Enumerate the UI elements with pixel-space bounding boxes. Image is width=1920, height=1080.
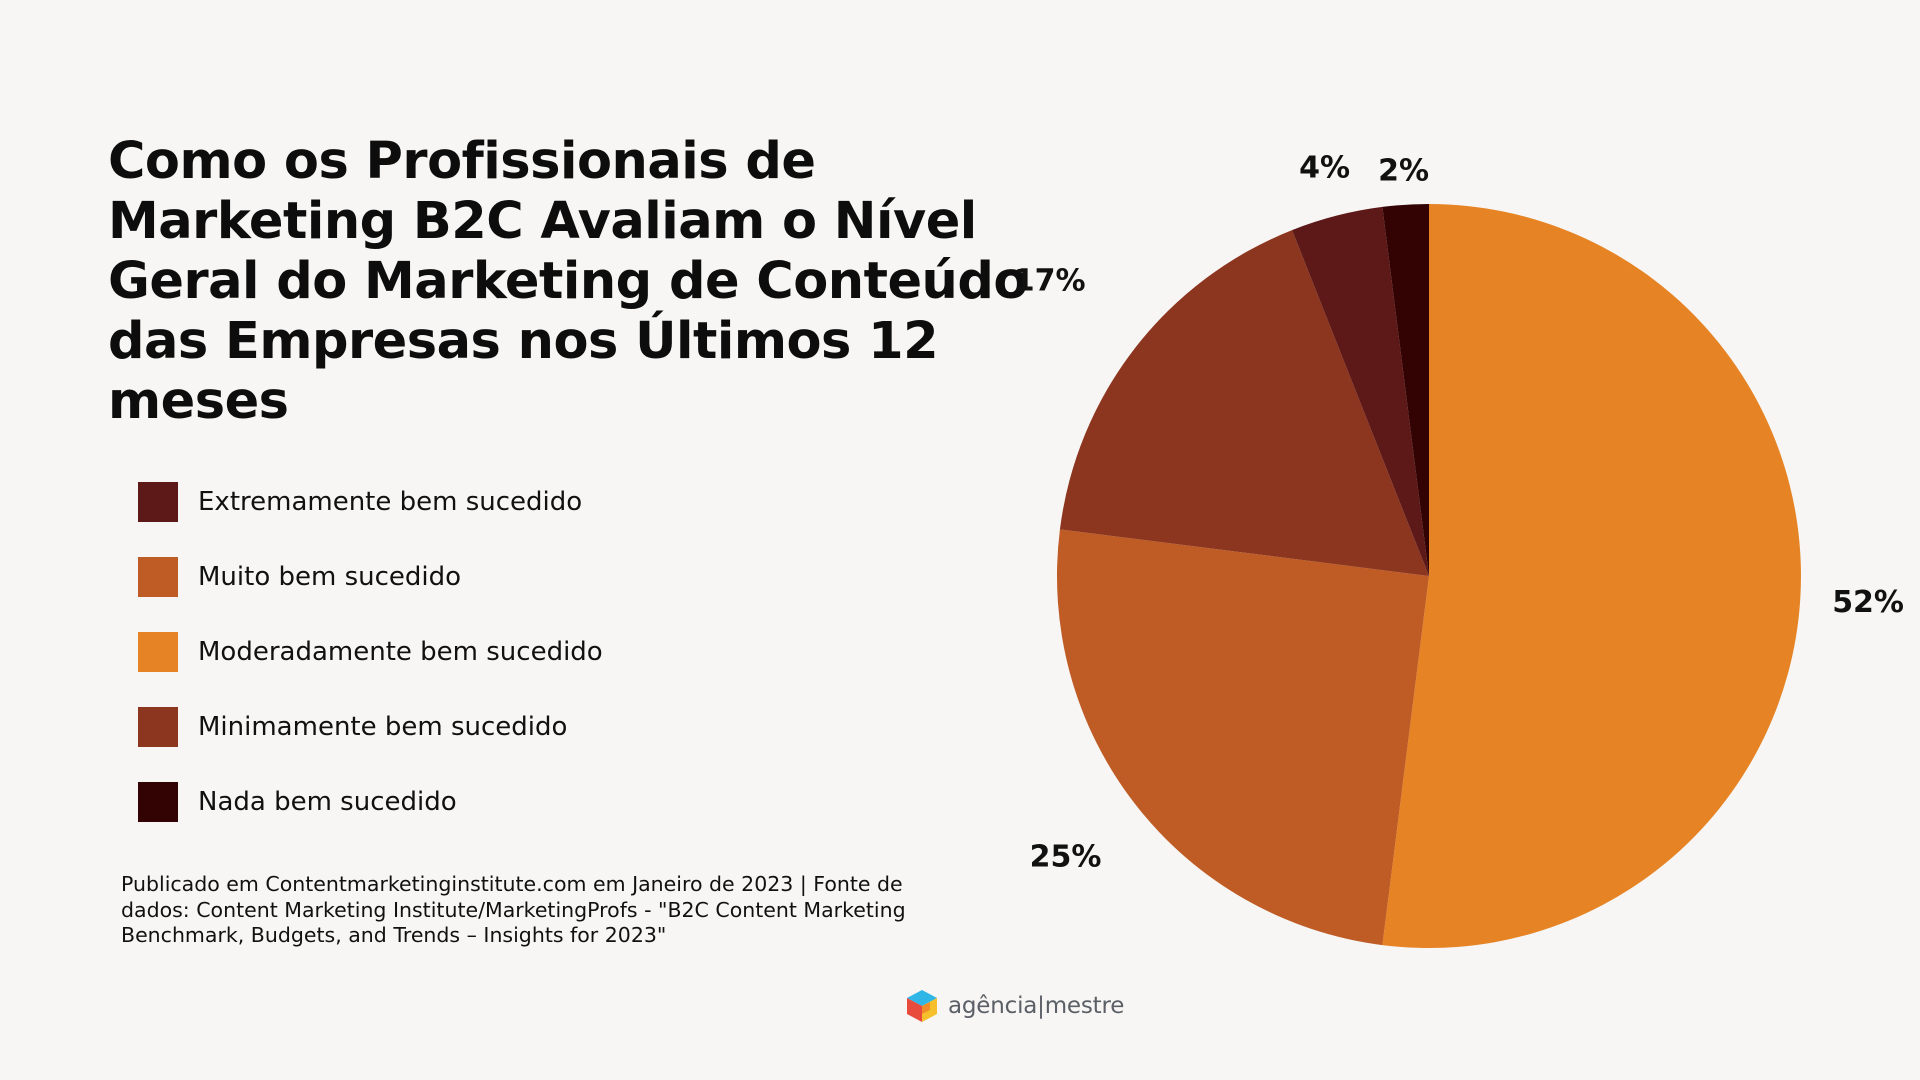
legend-swatch — [138, 557, 178, 597]
slice-label: 25% — [1030, 839, 1102, 874]
brand-logo: agência|mestre — [904, 988, 1124, 1024]
slice-label: 4% — [1299, 151, 1350, 186]
cube-logo-icon — [907, 990, 937, 1022]
legend-label: Muito bem sucedido — [198, 562, 462, 592]
legend-swatch — [138, 782, 178, 822]
legend-swatch — [138, 482, 178, 522]
source-note: Publicado em Contentmarketinginstitute.c… — [121, 872, 906, 947]
legend-item: Nada bem sucedido — [138, 782, 603, 822]
legend-swatch — [138, 707, 178, 747]
legend-swatch — [138, 632, 178, 672]
pie-slice — [1382, 204, 1801, 949]
legend-item: Minimamente bem sucedido — [138, 707, 603, 747]
legend-label: Extremamente bem sucedido — [198, 487, 583, 517]
legend-item: Muito bem sucedido — [138, 557, 603, 597]
legend-label: Nada bem sucedido — [198, 787, 457, 817]
pie-slice — [1059, 230, 1429, 576]
legend-item: Moderadamente bem sucedido — [138, 632, 603, 672]
pie-slice — [1382, 203, 1429, 576]
legend-label: Moderadamente bem sucedido — [198, 637, 603, 667]
pie-slice — [1056, 529, 1429, 946]
legend: Extremamente bem sucedido Muito bem suce… — [138, 482, 603, 857]
slice-label: 52% — [1832, 585, 1904, 620]
legend-item: Extremamente bem sucedido — [138, 482, 603, 522]
legend-label: Minimamente bem sucedido — [198, 712, 568, 742]
pie-slice — [1292, 206, 1429, 576]
brand-name: agência|mestre — [948, 993, 1125, 1019]
slice-label: 2% — [1378, 153, 1429, 188]
slice-label: 17% — [1014, 263, 1086, 298]
chart-title: Como os Profissionais de Marketing B2C A… — [108, 132, 1028, 431]
